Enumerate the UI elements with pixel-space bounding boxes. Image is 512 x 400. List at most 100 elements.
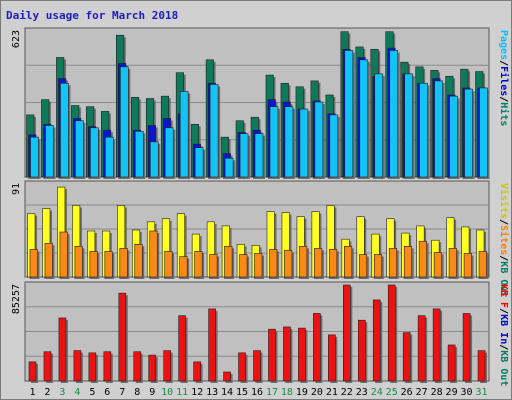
x-tick-label: 6 [104,387,110,398]
kbf-bar [208,308,216,382]
bottom-legend-item: KB In [498,314,509,344]
bottom-legend: KB F/KB In/KB Out [498,284,509,386]
sites-bar [59,231,68,278]
pages-bar [164,127,174,178]
middle-legend-item: Visits [498,183,510,219]
sites-bar [448,248,457,278]
chart-title: Daily usage for March 2018 [6,9,178,22]
middle-legend: Visits/Sites/KB Out [498,183,510,297]
kbf-bar [268,328,276,382]
sites-bar [134,243,143,278]
kbf-bar [417,315,426,382]
top-legend: Pages/Files/Hits [498,30,510,126]
kbf-bar [343,284,351,382]
kbf-bar [43,351,52,382]
kbf-bar [357,319,366,382]
pages-bar [30,136,39,178]
bottom-legend-item: KB F [498,284,509,308]
pages-bar [194,147,204,178]
kbf-bar [118,292,127,382]
x-tick-label: 17 [266,387,278,398]
x-tick-label: 16 [251,387,263,398]
sites-bar [314,248,323,278]
x-tick-label: 13 [206,387,218,398]
pages-bar [284,106,294,178]
x-tick-label: 30 [461,387,473,398]
kbf-bar [88,352,97,382]
x-tick-label: 23 [356,387,368,398]
pages-bar [359,59,369,178]
x-tick-label: 31 [475,387,487,398]
bottom-legend-item: KB Out [498,350,509,386]
sites-bar [403,246,412,278]
sites-bar [74,246,83,278]
kbf-bar [402,332,411,382]
x-tick-label: 28 [431,387,443,398]
sites-bar [119,248,128,278]
x-tick-label: 1 [29,387,35,398]
middle-legend-item: / [498,219,509,225]
kbf-bar [432,308,441,382]
pages-bar [224,157,234,178]
sites-bar [239,254,248,278]
sites-bar [418,240,427,278]
x-tick-label: 26 [401,387,413,398]
sites-bar [179,256,188,278]
x-tick-label: 25 [386,387,398,398]
top-legend-item: Pages [498,30,509,60]
x-tick-label: 21 [326,387,338,398]
kbf-bar [103,351,112,382]
kbf-bar [298,327,306,382]
pages-bar [389,50,399,178]
x-tick-label: 12 [191,387,203,398]
x-tick-label: 20 [311,387,323,398]
x-tick-label: 2 [44,387,50,398]
pages-bar [434,80,443,178]
sites-bar [269,249,278,278]
pages-bar [239,133,249,178]
x-tick-label: 8 [134,387,140,398]
kbf-bar [28,361,37,382]
sites-bar [344,246,353,278]
middle-legend-item: KB Out [498,261,509,297]
x-tick-label: 29 [446,387,458,398]
kbf-bar [148,354,157,382]
pages-bar [105,136,114,178]
pages-bar [449,95,458,178]
top-legend-item: Hits [498,102,510,126]
kbf-bar [372,299,381,382]
kbf-bar [223,371,231,382]
top-legend-item: Files [498,66,510,96]
kbf-bar [313,313,321,382]
x-tick-label: 7 [119,387,125,398]
pages-bar [344,50,354,178]
kbf-bar [447,344,456,382]
pages-bar [120,66,129,178]
pages-bar [464,88,473,178]
kbf-bar [193,361,201,382]
bottom-legend-item: / [498,308,509,314]
bottom-ymax-label: 85257 [11,284,22,314]
pages-bar [60,82,69,178]
top-ymax-label: 623 [11,30,22,48]
pages-bar [479,87,488,178]
sites-bar [433,252,442,278]
x-tick-label: 24 [371,387,383,398]
kbf-bar [387,284,396,382]
kbf-bar [462,313,471,382]
pages-bar [254,133,264,178]
sites-bar [284,250,293,278]
sites-bar [358,254,368,278]
pages-bar [134,131,144,178]
kbf-bar [283,326,291,382]
sites-bar [463,253,472,278]
sites-bar [373,254,383,278]
kbf-bar [238,352,246,382]
pages-bar [299,108,309,178]
sites-bar [254,253,263,278]
sites-bar [478,251,487,278]
pages-bar [329,114,339,178]
kbf-bar [253,350,261,382]
